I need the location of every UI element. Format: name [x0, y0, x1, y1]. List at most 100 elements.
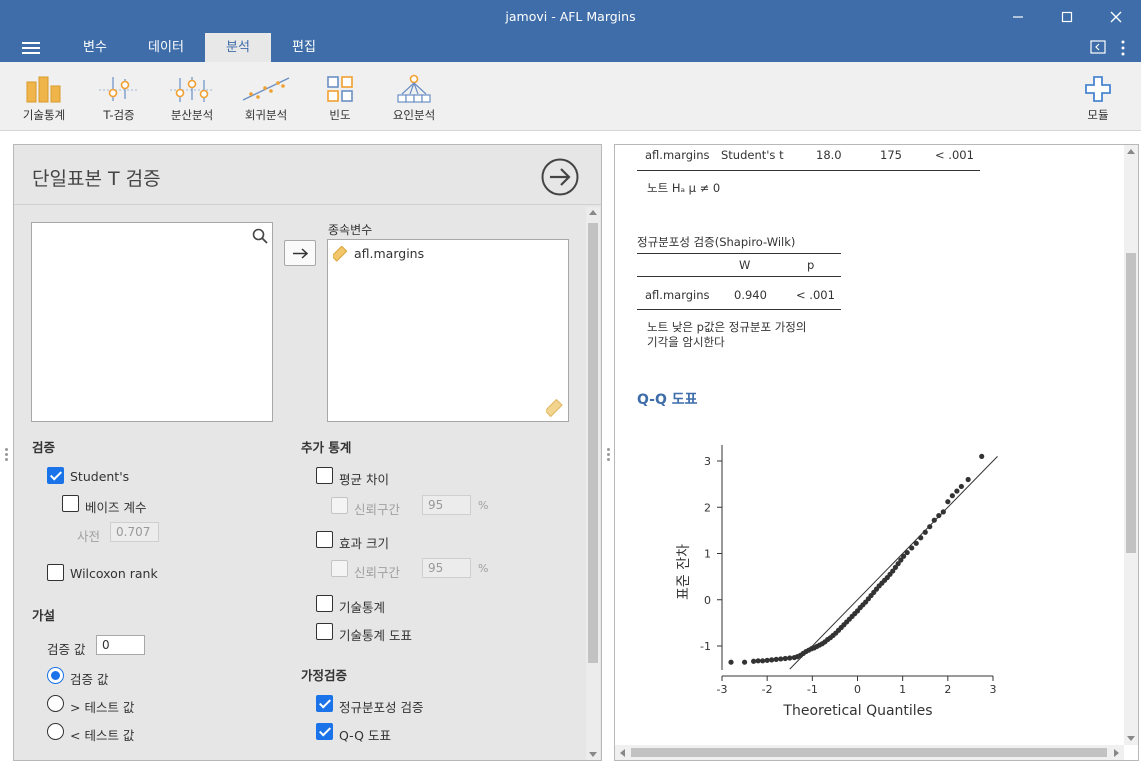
- tests-header: 검증: [32, 440, 56, 455]
- regression-icon: [242, 77, 290, 101]
- options-scrollbar-thumb[interactable]: [588, 223, 598, 663]
- scroll-down-icon[interactable]: [589, 752, 597, 757]
- panel-splitter-grip[interactable]: [607, 448, 610, 463]
- ribbon-label: T-검증: [103, 108, 135, 122]
- menu-bar: 변수 데이터 분석 편집: [0, 33, 1141, 62]
- scroll-up-icon[interactable]: [1127, 149, 1135, 154]
- results-scrollbar-thumb[interactable]: [1126, 253, 1136, 553]
- close-icon: [1110, 11, 1122, 22]
- ribbon-exploration-button[interactable]: 기술통계: [18, 74, 70, 123]
- normality-label: 정규분포성 검증: [339, 700, 424, 715]
- scroll-left-icon[interactable]: [620, 749, 625, 757]
- bayes-factor-checkbox[interactable]: [62, 495, 79, 512]
- qq-point: [892, 564, 899, 570]
- y-tick-label: 1: [704, 548, 711, 561]
- qq-point: [954, 488, 960, 494]
- results-h-scrollbar[interactable]: [615, 745, 1124, 760]
- hypothesis-greater-radio[interactable]: [47, 695, 64, 712]
- close-button[interactable]: [1093, 0, 1139, 33]
- descriptives-plots-checkbox[interactable]: [316, 623, 333, 640]
- qq-plot-title: Q-Q 도표: [637, 392, 698, 408]
- dependent-variables-list[interactable]: afl.margins: [327, 239, 569, 422]
- qq-point: [927, 524, 933, 530]
- ribbon-anova-button[interactable]: 분산분석: [166, 74, 218, 123]
- hypothesis-header: 가설: [32, 608, 56, 623]
- effect-size-ci-input[interactable]: 95: [422, 558, 471, 578]
- mode-toggle-icon[interactable]: [1090, 40, 1106, 54]
- ruler-continuous-icon: [333, 246, 348, 262]
- normality-table-title: 정규분포성 검증(Shapiro-Wilk): [637, 235, 796, 249]
- list-item-label: afl.margins: [354, 246, 425, 261]
- plus-modules-icon: [1085, 76, 1111, 102]
- test-value-input[interactable]: 0: [96, 635, 145, 655]
- hamburger-menu-icon[interactable]: [22, 42, 40, 54]
- mean-diff-ci-checkbox[interactable]: [331, 497, 348, 514]
- ribbon-modules-button[interactable]: 모듈: [1078, 74, 1118, 123]
- scroll-up-icon[interactable]: [589, 210, 597, 215]
- minimize-button[interactable]: [995, 0, 1041, 33]
- ribbon-frequencies-button[interactable]: 빈도: [318, 74, 362, 123]
- wilcoxon-label: Wilcoxon rank: [70, 566, 158, 581]
- descriptives-checkbox[interactable]: [316, 595, 333, 612]
- qq-point: [787, 655, 793, 661]
- qq-point: [760, 658, 766, 664]
- tab-analyses[interactable]: 분석: [205, 33, 271, 62]
- qq-point: [931, 517, 937, 523]
- maximize-button[interactable]: [1044, 0, 1090, 33]
- ttest-cell: < .001: [935, 148, 974, 162]
- qq-point: [741, 659, 748, 665]
- students-label: Student's: [70, 469, 130, 484]
- move-variable-button[interactable]: [284, 240, 316, 266]
- ribbon-factor-button[interactable]: 요인분석: [386, 74, 442, 123]
- prior-input[interactable]: 0.707: [110, 522, 159, 542]
- qq-point: [778, 656, 784, 662]
- arrow-right-circle-icon[interactable]: [540, 157, 580, 197]
- mean-diff-ci-input[interactable]: 95: [422, 495, 471, 515]
- y-tick-label: 2: [704, 501, 711, 514]
- x-tick-label: 0: [854, 683, 861, 696]
- qq-plot-label: Q-Q 도표: [339, 728, 391, 743]
- wilcoxon-checkbox[interactable]: [47, 564, 64, 581]
- ttest-cell: afl.margins: [645, 148, 710, 162]
- ribbon-regression-button[interactable]: 회귀분석: [240, 74, 292, 123]
- results-h-scrollbar-thumb[interactable]: [631, 748, 1107, 757]
- ribbon-ttest-button[interactable]: T-검증: [93, 74, 145, 123]
- students-checkbox[interactable]: [47, 467, 64, 484]
- options-scrollbar[interactable]: [586, 207, 600, 760]
- qq-point: [965, 476, 971, 483]
- scroll-down-icon[interactable]: [1127, 736, 1135, 741]
- search-icon[interactable]: [252, 228, 268, 244]
- qq-plot-checkbox[interactable]: [316, 723, 333, 740]
- anova-icon: [170, 77, 214, 102]
- qq-point: [898, 557, 904, 563]
- analysis-ribbon: 기술통계 T-검증 분산분석 회귀분석: [0, 62, 1141, 131]
- mean-difference-checkbox[interactable]: [316, 467, 333, 484]
- tab-variables[interactable]: 변수: [83, 40, 107, 55]
- hypothesis-less-radio[interactable]: [47, 723, 64, 740]
- hypothesis-two-sided-radio[interactable]: [47, 667, 64, 684]
- percent-label: %: [478, 562, 489, 575]
- results-scrollbar[interactable]: [1124, 145, 1138, 745]
- effect-size-ci-checkbox[interactable]: [331, 560, 348, 577]
- normality-cell: 0.940: [734, 288, 767, 302]
- normality-checkbox[interactable]: [316, 695, 333, 712]
- normality-cell: afl.margins: [645, 288, 710, 302]
- qq-point: [751, 658, 757, 664]
- more-options-icon[interactable]: [1120, 40, 1126, 56]
- y-tick-label: -1: [700, 640, 711, 653]
- effect-size-checkbox[interactable]: [316, 531, 333, 548]
- tab-edit[interactable]: 편집: [292, 40, 316, 55]
- ttest-cell: Student's t: [721, 148, 784, 162]
- qq-point: [913, 540, 919, 546]
- qq-point: [909, 545, 915, 551]
- qq-point: [728, 659, 734, 665]
- source-variables-list[interactable]: [31, 222, 273, 422]
- x-tick-label: -2: [762, 683, 773, 696]
- left-edge-grip[interactable]: [5, 448, 8, 463]
- scroll-right-icon[interactable]: [1114, 749, 1119, 757]
- qq-point: [764, 657, 770, 663]
- qq-point: [922, 529, 928, 535]
- descriptives-plots-label: 기술통계 도표: [339, 628, 412, 643]
- ribbon-label: 요인분석: [392, 108, 436, 122]
- tab-data[interactable]: 데이터: [148, 40, 184, 55]
